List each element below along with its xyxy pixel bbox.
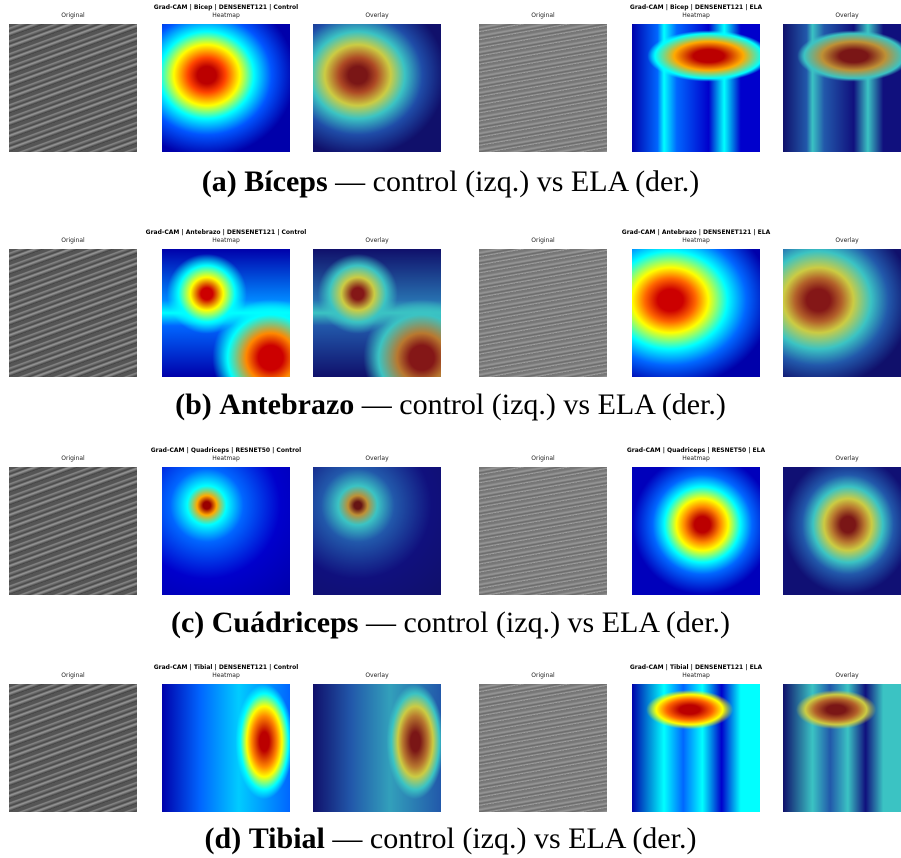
heatmap-image [632, 24, 760, 152]
image-label: Original [9, 455, 137, 462]
image-label: Overlay [313, 672, 441, 679]
image-label: Original [479, 237, 607, 244]
overlay-image [783, 467, 901, 595]
caption-text: — control (izq.) vs ELA (der.) [335, 165, 699, 198]
heatmap-image [632, 249, 760, 377]
overlay-image [783, 249, 901, 377]
caption-tag: (a) [202, 165, 237, 198]
caption-muscle: Bíceps [244, 165, 327, 198]
original-image [479, 249, 607, 377]
panel-title: Grad-CAM | Quadriceps | RESNET50 | ELA [546, 447, 846, 454]
figure-caption: (a) Bíceps — control (izq.) vs ELA (der.… [0, 165, 901, 199]
image-label: Heatmap [162, 672, 290, 679]
image-label: Heatmap [162, 237, 290, 244]
original-image [9, 249, 137, 377]
panel-title: Grad-CAM | Antebrazo | DENSENET121 | ELA [546, 229, 846, 236]
overlay-image [783, 684, 901, 812]
panel-title: Grad-CAM | Tibial | DENSENET121 | ELA [546, 664, 846, 671]
caption-muscle: Tibial [249, 822, 325, 855]
heatmap-image [632, 684, 760, 812]
caption-tag: (b) [175, 388, 212, 421]
overlay-image [783, 24, 901, 152]
caption-muscle: Antebrazo [219, 388, 354, 421]
image-label: Overlay [783, 455, 901, 462]
panel-title: Grad-CAM | Bicep | DENSENET121 | Control [76, 4, 376, 11]
image-label: Heatmap [632, 672, 760, 679]
image-label: Overlay [313, 237, 441, 244]
heatmap-image [162, 249, 290, 377]
image-label: Heatmap [632, 237, 760, 244]
image-label: Overlay [313, 12, 441, 19]
image-label: Overlay [783, 237, 901, 244]
image-label: Overlay [783, 12, 901, 19]
image-label: Original [479, 455, 607, 462]
overlay-image [313, 467, 441, 595]
caption-muscle: Cuádriceps [212, 606, 359, 639]
original-image [9, 467, 137, 595]
page: Grad-CAM | Bicep | DENSENET121 | Control… [0, 0, 901, 858]
overlay-image [313, 249, 441, 377]
original-image [479, 684, 607, 812]
image-label: Overlay [313, 455, 441, 462]
image-label: Heatmap [632, 455, 760, 462]
heatmap-image [162, 467, 290, 595]
caption-tag: (d) [205, 822, 242, 855]
image-label: Heatmap [162, 12, 290, 19]
panel-title: Grad-CAM | Tibial | DENSENET121 | Contro… [76, 664, 376, 671]
image-label: Original [9, 12, 137, 19]
figure-caption: (d) Tibial — control (izq.) vs ELA (der.… [0, 822, 901, 856]
original-image [479, 467, 607, 595]
heatmap-image [162, 24, 290, 152]
caption-tag: (c) [171, 606, 204, 639]
heatmap-image [632, 467, 760, 595]
caption-text: — control (izq.) vs ELA (der.) [362, 388, 726, 421]
image-label: Heatmap [162, 455, 290, 462]
image-label: Original [9, 672, 137, 679]
panel-title: Grad-CAM | Antebrazo | DENSENET121 | Con… [76, 229, 376, 236]
image-label: Original [479, 12, 607, 19]
original-image [9, 24, 137, 152]
overlay-image [313, 24, 441, 152]
caption-text: — control (izq.) vs ELA (der.) [332, 822, 696, 855]
caption-text: — control (izq.) vs ELA (der.) [366, 606, 730, 639]
original-image [479, 24, 607, 152]
panel-title: Grad-CAM | Bicep | DENSENET121 | ELA [546, 4, 846, 11]
figure-caption: (b) Antebrazo — control (izq.) vs ELA (d… [0, 388, 901, 422]
original-image [9, 684, 137, 812]
panel-title: Grad-CAM | Quadriceps | RESNET50 | Contr… [76, 447, 376, 454]
image-label: Original [9, 237, 137, 244]
figure-caption: (c) Cuádriceps — control (izq.) vs ELA (… [0, 606, 901, 640]
overlay-image [313, 684, 441, 812]
image-label: Original [479, 672, 607, 679]
image-label: Overlay [783, 672, 901, 679]
image-label: Heatmap [632, 12, 760, 19]
heatmap-image [162, 684, 290, 812]
